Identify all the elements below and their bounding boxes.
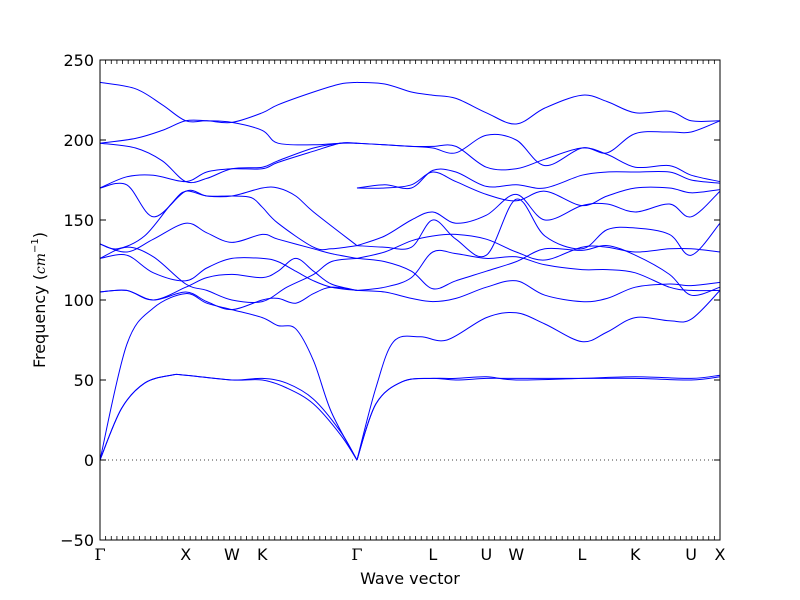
band-line-8 — [99, 286, 358, 311]
x-tick-label: K — [630, 545, 641, 564]
band-line-22 — [356, 198, 721, 258]
x-tick-label: L — [428, 545, 437, 564]
band-line-6 — [356, 290, 721, 461]
y-axis-label: Frequency (cm−1) — [30, 232, 49, 368]
y-ticks: −50 0 50 100 150 200 250 — [60, 51, 720, 550]
band-line-23 — [356, 190, 721, 247]
y-tick-label: 200 — [63, 131, 94, 150]
band-line-13 — [99, 182, 358, 246]
x-tick-label: U — [685, 545, 697, 564]
x-axis-label: Wave vector — [360, 569, 460, 588]
band-line-20 — [356, 245, 721, 297]
y-tick-label: 250 — [63, 51, 94, 70]
x-tick-label: W — [224, 545, 240, 564]
band-line-19 — [356, 249, 721, 292]
band-line-3 — [99, 293, 358, 461]
x-tick-label: W — [508, 545, 524, 564]
plot-frame — [99, 59, 721, 541]
x-tick-label: K — [257, 545, 268, 564]
x-tick-label: L — [577, 545, 586, 564]
phonon-bands — [99, 81, 721, 461]
band-line-25 — [356, 168, 721, 190]
plot-area — [100, 60, 720, 540]
band-line-9 — [99, 254, 358, 291]
y-tick-label: −50 — [60, 531, 94, 550]
x-tick-label: U — [480, 545, 492, 564]
band-line-2 — [99, 373, 358, 461]
y-tick-label: 50 — [74, 371, 94, 390]
band-line-18 — [356, 280, 721, 303]
band-line-17 — [99, 81, 357, 146]
band-line-24 — [356, 171, 721, 207]
band-line-11 — [99, 222, 358, 259]
band-line-28 — [356, 81, 721, 125]
band-line-15 — [99, 142, 357, 184]
band-line-27 — [356, 120, 721, 167]
band-line-21 — [356, 233, 721, 261]
x-tick-label: Γ — [351, 545, 362, 564]
band-line-5 — [356, 376, 721, 461]
x-tick-label: X — [180, 545, 191, 564]
band-line-10 — [99, 246, 358, 304]
x-tick-label: Γ — [94, 545, 105, 564]
y-tick-label: 100 — [63, 291, 94, 310]
y-tick-label: 0 — [84, 451, 94, 470]
y-tick-label: 150 — [63, 211, 94, 230]
x-tick-label: X — [715, 545, 726, 564]
